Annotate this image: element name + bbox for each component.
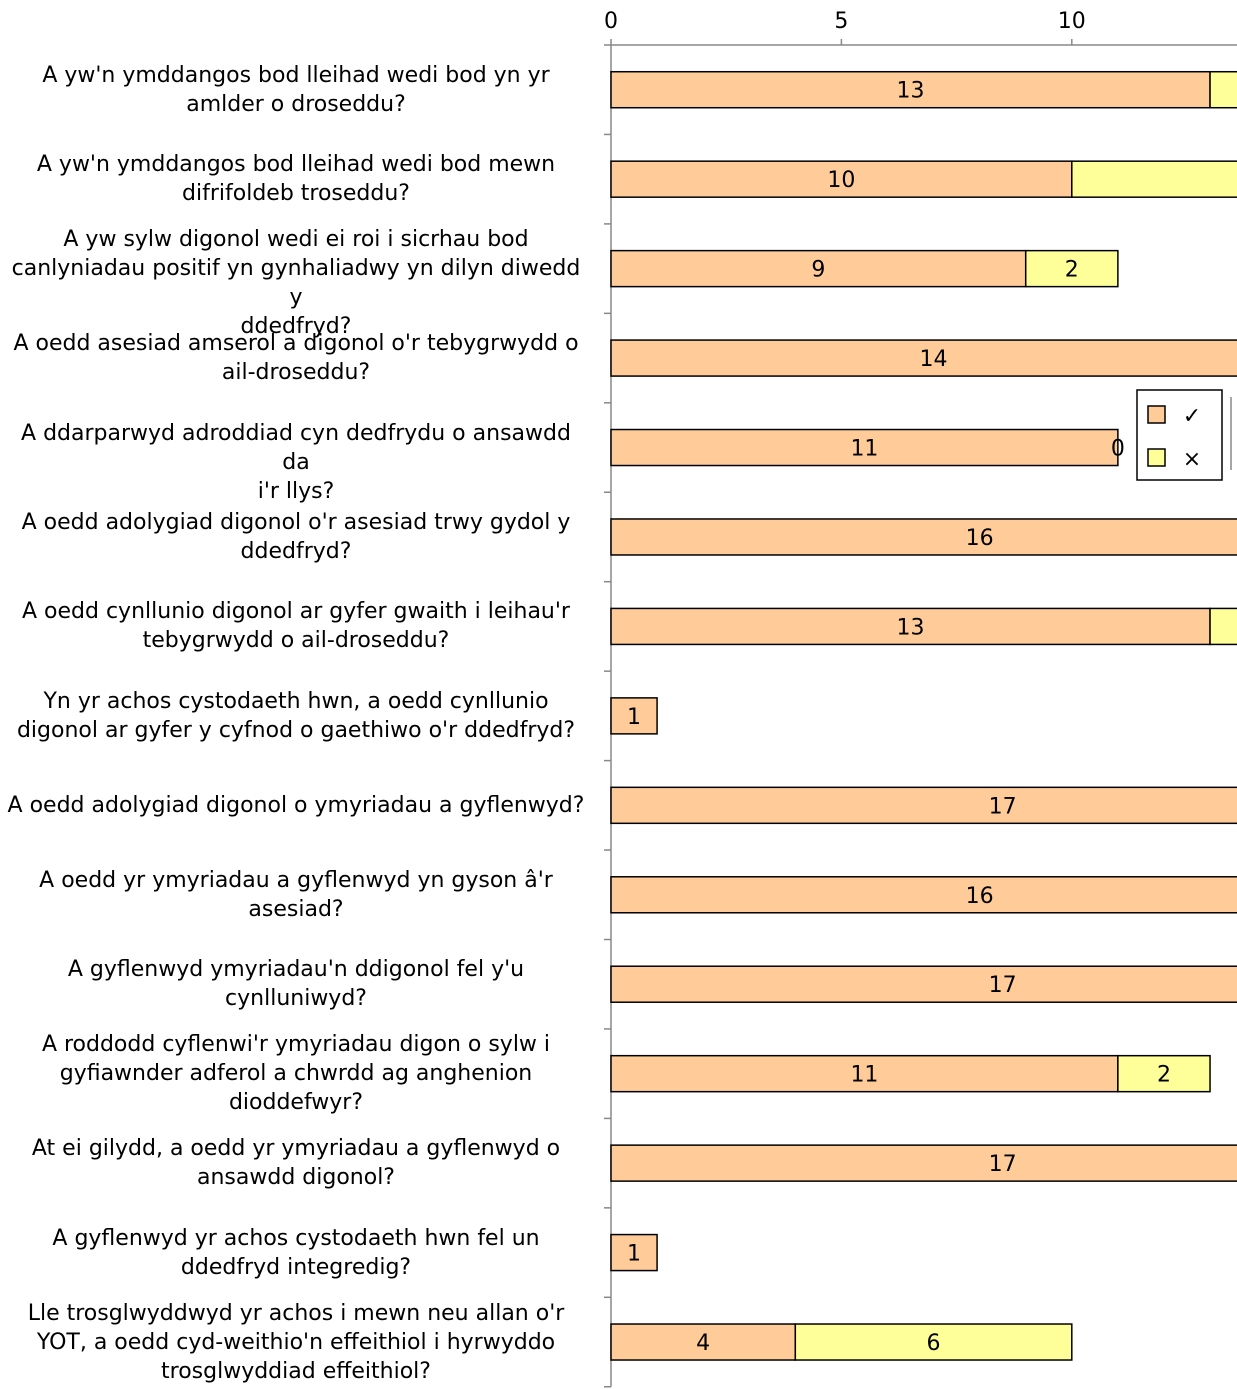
category-label-line: ddedfryd? xyxy=(240,314,352,340)
bar-value-label: 17 xyxy=(989,794,1017,819)
category-label: A oedd adolygiad digonol o'r asesiad trw… xyxy=(4,508,588,566)
category-label-line: ansawdd digonol? xyxy=(197,1165,395,1191)
category-label: A oedd cynllunio digonol ar gyfer gwaith… xyxy=(4,597,588,655)
category-label-line: A ddarparwyd adroddiad cyn dedfrydu o an… xyxy=(21,420,571,475)
category-label-line: A gyflenwyd yr achos cystodaeth hwn fel … xyxy=(52,1225,540,1251)
category-label: A roddodd cyflenwi'r ymyriadau digon o s… xyxy=(4,1030,588,1117)
category-label-line: difrifoldeb troseddu? xyxy=(182,181,410,207)
bar-value-label: 4 xyxy=(696,1331,710,1356)
category-label-line: trosglwyddiad effeithiol? xyxy=(161,1358,431,1384)
category-label-line: A oedd adolygiad digonol o ymyriadau a g… xyxy=(7,792,585,818)
bar-value-label: 2 xyxy=(1157,1063,1171,1088)
bar-segment-yes xyxy=(610,428,1119,467)
category-label: A gyflenwyd ymyriadau'n ddigonol fel y'u… xyxy=(4,955,588,1013)
bar-value-label: 9 xyxy=(811,258,825,283)
bar-segment-no xyxy=(794,1323,1073,1361)
bar-segment-yes xyxy=(610,160,1073,198)
bar-segment-yes xyxy=(610,339,1237,377)
legend-swatch xyxy=(1147,405,1166,424)
bar-value-label: 17 xyxy=(989,1152,1017,1177)
category-label-line: A roddodd cyflenwi'r ymyriadau digon o s… xyxy=(41,1032,551,1058)
bar-segment-yes xyxy=(610,518,1237,556)
bars: 137108921471101641381174166171112175146 xyxy=(610,70,1237,1361)
bar-value-label: 1 xyxy=(627,1242,641,1267)
category-label-line: gyfiawnder adferol a chwrdd ag anghenion xyxy=(59,1061,533,1087)
bar-value-label: 13 xyxy=(897,615,925,640)
bar-segment-yes xyxy=(610,786,1237,825)
bar-segment-yes xyxy=(610,1233,658,1272)
category-label-line: A gyflenwyd ymyriadau'n ddigonol fel y'u xyxy=(67,957,525,983)
category-label-line: A oedd cynllunio digonol ar gyfer gwaith… xyxy=(22,599,570,625)
category-label: A oedd asesiad amserol a digonol o'r teb… xyxy=(4,329,588,387)
category-label-line: A yw sylw digonol wedi ei roi i sicrhau … xyxy=(63,227,529,253)
category-label-line: A oedd adolygiad digonol o'r asesiad trw… xyxy=(21,509,571,535)
bar-value-label: 0 xyxy=(1111,437,1125,462)
bar-segment-yes xyxy=(610,876,1237,914)
x-tick-label: 10 xyxy=(1058,9,1086,34)
category-label-line: asesiad? xyxy=(248,896,344,922)
category-label-line: Lle trosglwyddwyd yr achos i mewn neu al… xyxy=(27,1300,565,1326)
category-label: A gyflenwyd yr achos cystodaeth hwn fel … xyxy=(4,1224,588,1282)
bar-value-label: 16 xyxy=(966,526,994,551)
bar-value-label: 1 xyxy=(627,705,641,730)
legend-label: ✓ xyxy=(1183,404,1201,429)
category-label: A yw'n ymddangos bod lleihad wedi bod me… xyxy=(4,150,588,208)
bar-value-label: 10 xyxy=(827,168,855,193)
bar-value-label: 17 xyxy=(989,973,1017,998)
legend-label: × xyxy=(1183,447,1201,472)
bar-segment-no xyxy=(1117,1054,1211,1093)
bar-segment-no xyxy=(1209,70,1237,109)
category-label-line: YOT, a oedd cyd-weithio'n effeithiol i h… xyxy=(36,1329,556,1355)
category-label: Yn yr achos cystodaeth hwn, a oedd cynll… xyxy=(4,687,588,745)
bar-value-label: 11 xyxy=(850,437,878,462)
category-label-line: digonol ar gyfer y cyfnod o gaethiwo o'r… xyxy=(16,717,576,743)
category-label-line: tebygrwydd o ail-droseddu? xyxy=(142,628,450,654)
bar-segment-yes xyxy=(610,70,1211,109)
category-label-line: A oedd yr ymyriadau a gyflenwyd yn gyson… xyxy=(39,867,553,893)
category-label: A ddarparwyd adroddiad cyn dedfrydu o an… xyxy=(4,419,588,506)
bar-value-label: 11 xyxy=(850,1063,878,1088)
category-label-line: ail-droseddu? xyxy=(221,360,371,386)
category-label-line: ddedfryd integredig? xyxy=(180,1254,412,1280)
bar-segment-no xyxy=(1209,607,1237,646)
legend-swatch xyxy=(1147,448,1166,467)
legend: ✓× xyxy=(1136,389,1232,481)
category-label-line: cynlluniwyd? xyxy=(225,986,367,1012)
category-label-line: A yw'n ymddangos bod lleihad wedi bod yn… xyxy=(42,62,550,88)
category-label-line: A oedd asesiad amserol a digonol o'r teb… xyxy=(13,331,579,357)
bar-value-label: 13 xyxy=(897,79,925,104)
bar-value-label: 2 xyxy=(1065,258,1079,283)
category-label: A oedd yr ymyriadau a gyflenwyd yn gyson… xyxy=(4,866,588,924)
category-label-line: A yw'n ymddangos bod lleihad wedi bod me… xyxy=(36,152,556,178)
bar-segment-no xyxy=(1071,160,1237,198)
category-label: Lle trosglwyddwyd yr achos i mewn neu al… xyxy=(4,1299,588,1386)
category-label-line: Yn yr achos cystodaeth hwn, a oedd cynll… xyxy=(43,688,549,714)
category-label-line: ddedfryd? xyxy=(240,538,352,564)
x-tick-label: 0 xyxy=(604,9,618,34)
category-label: A yw sylw digonol wedi ei roi i sicrhau … xyxy=(4,225,588,341)
category-label: At ei gilydd, a oedd yr ymyriadau a gyfl… xyxy=(4,1134,588,1192)
bar-segment-yes xyxy=(610,1054,1119,1093)
category-label: A oedd adolygiad digonol o ymyriadau a g… xyxy=(4,791,588,820)
category-label-line: i'r llys? xyxy=(257,478,335,504)
bar-value-label: 6 xyxy=(927,1331,941,1356)
bar-value-label: 14 xyxy=(920,347,948,372)
bar-segment-yes xyxy=(610,697,658,735)
bar-segment-yes xyxy=(610,1323,797,1361)
x-tick-label: 5 xyxy=(834,9,848,34)
bar-value-label: 16 xyxy=(966,884,994,909)
bar-segment-no xyxy=(1024,249,1119,288)
category-label-line: dioddefwyr? xyxy=(228,1090,364,1116)
category-label: A yw'n ymddangos bod lleihad wedi bod yn… xyxy=(4,61,588,119)
bar-segment-yes xyxy=(610,965,1237,1003)
category-label-line: canlyniadau positif yn gynhaliadwy yn di… xyxy=(11,256,581,311)
category-label-line: At ei gilydd, a oedd yr ymyriadau a gyfl… xyxy=(31,1136,561,1162)
category-label-line: amlder o droseddu? xyxy=(186,91,406,117)
bar-segment-yes xyxy=(610,1144,1237,1182)
